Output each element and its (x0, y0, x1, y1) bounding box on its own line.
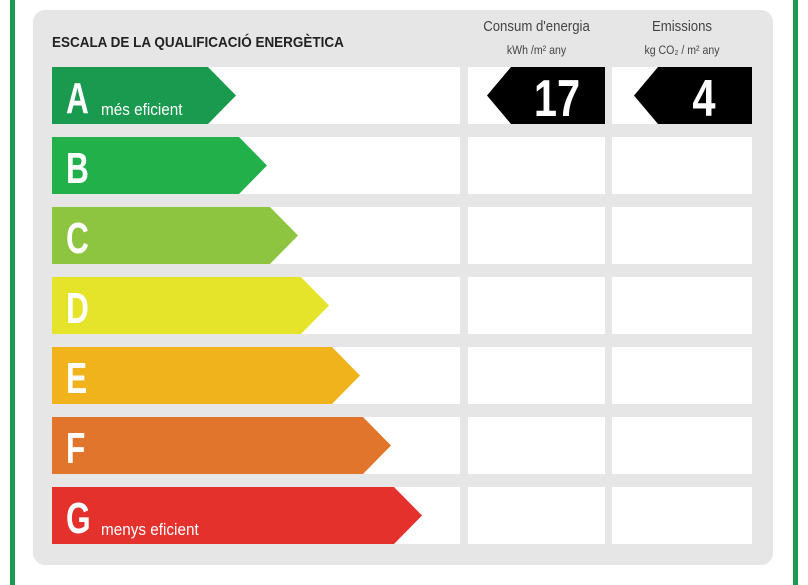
value-arrow (487, 67, 605, 124)
rating-arrow (52, 67, 236, 124)
value-arrow (634, 67, 752, 124)
value-cell (468, 277, 605, 334)
rating-letter: F (66, 424, 85, 473)
column-unit: kg CO₂ / m² any (644, 44, 719, 57)
value-cell (468, 417, 605, 474)
rating-arrow (52, 487, 422, 544)
value-cell (612, 347, 752, 404)
value: 17 (534, 69, 580, 128)
value: 4 (692, 69, 715, 128)
title: ESCALA DE LA QUALIFICACIÓ ENERGÈTICA (52, 32, 344, 51)
rating-arrow (52, 277, 329, 334)
column-name: Consum d'energia (483, 17, 590, 34)
column-name: Emissions (652, 17, 712, 34)
border-left (10, 0, 15, 585)
value-cell (612, 137, 752, 194)
value-cell (612, 277, 752, 334)
column-unit: kWh /m² any (507, 44, 567, 57)
value-cell (612, 207, 752, 264)
rating-letter: E (66, 354, 87, 403)
rating-arrow (52, 137, 267, 194)
value-cell (468, 487, 605, 544)
rating-arrow (52, 207, 298, 264)
rating-letter: C (66, 214, 89, 263)
rating-letter: D (66, 284, 89, 333)
value-cell (612, 417, 752, 474)
rating-letter: A (66, 74, 89, 123)
rating-arrow (52, 347, 360, 404)
rating-letter: G (66, 494, 91, 543)
border-right (793, 0, 798, 585)
value-cell (468, 207, 605, 264)
value-cell (468, 347, 605, 404)
value-cell (612, 487, 752, 544)
value-cell (468, 137, 605, 194)
rating-arrow (52, 417, 391, 474)
rating-label: menys eficient (101, 520, 199, 539)
rating-letter: B (66, 144, 89, 193)
rating-label: més eficient (101, 100, 183, 119)
